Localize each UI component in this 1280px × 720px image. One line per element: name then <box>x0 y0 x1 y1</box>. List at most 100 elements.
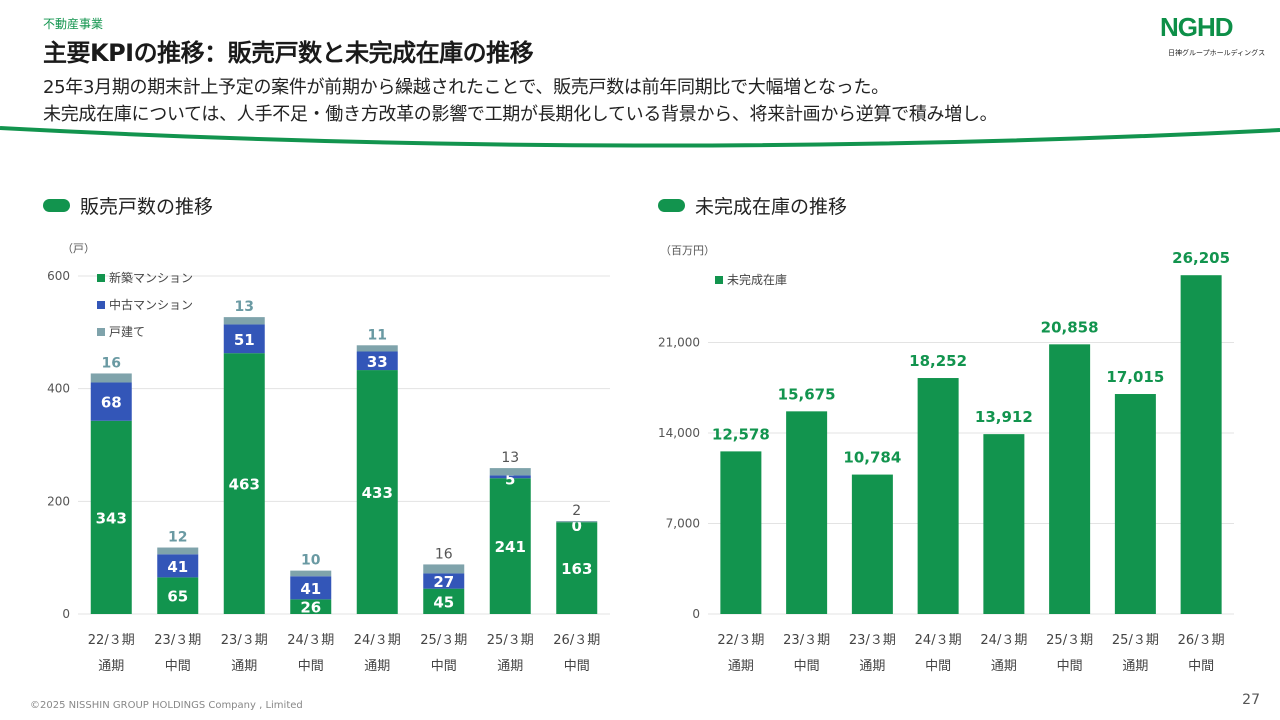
x-tick-label: 中間 <box>298 659 324 674</box>
bar-segment <box>223 324 265 354</box>
bar-segment <box>356 351 398 371</box>
bar <box>720 451 762 614</box>
subtitle-line-2: 未完成在庫については、人手不足・働き方改革の影響で工期が長期化している背景から、… <box>43 104 998 125</box>
x-tick-label: 24/３期 <box>915 633 962 648</box>
data-label: 463 <box>229 476 260 494</box>
x-tick-label: 通期 <box>98 659 124 674</box>
data-label: 13 <box>501 450 519 466</box>
data-label: 11 <box>368 327 387 343</box>
x-tick-label: 24/３期 <box>980 633 1027 648</box>
bar <box>1180 275 1222 614</box>
data-label: 51 <box>234 331 255 349</box>
x-tick-label: 中間 <box>1057 659 1083 674</box>
bar <box>1049 344 1091 614</box>
x-tick-label: 中間 <box>564 659 590 674</box>
bar-segment <box>290 599 332 614</box>
x-tick-label: 25/３期 <box>487 633 534 648</box>
page-title: 主要KPIの推移：販売戸数と未完成在庫の推移 <box>43 39 534 67</box>
data-label: 17,015 <box>1106 368 1164 386</box>
bar-segment <box>423 588 465 614</box>
x-tick-label: 通期 <box>991 659 1017 674</box>
y-tick-label: 0 <box>692 607 700 621</box>
data-label: 45 <box>433 593 454 611</box>
header-divider <box>0 126 1280 148</box>
legend-label: 新築マンション <box>109 270 193 285</box>
x-tick-label: 通期 <box>231 659 257 674</box>
data-label: 26 <box>300 599 321 617</box>
category-label: 不動産事業 <box>43 17 104 31</box>
bar-segment <box>356 345 398 352</box>
data-label: 10 <box>301 553 321 569</box>
data-label: 5 <box>505 470 515 488</box>
x-tick-label: 25/３期 <box>420 633 467 648</box>
data-label: 163 <box>561 560 592 578</box>
bar-segment <box>157 554 199 578</box>
x-tick-label: 中間 <box>431 659 457 674</box>
x-tick-label: 24/３期 <box>287 633 334 648</box>
bar <box>983 434 1025 614</box>
data-label: 16 <box>435 546 453 562</box>
y-tick-label: 7,000 <box>666 517 700 531</box>
x-tick-label: 通期 <box>1122 659 1148 674</box>
data-label: 68 <box>101 394 122 412</box>
x-tick-label: 中間 <box>165 659 191 674</box>
data-label: 12 <box>168 530 187 546</box>
data-label: 33 <box>367 353 388 371</box>
x-tick-label: 23/３期 <box>221 633 268 648</box>
x-tick-label: 中間 <box>794 659 820 674</box>
x-tick-label: 22/３期 <box>88 633 135 648</box>
sales-units-title-text: 販売戸数の推移 <box>80 196 214 218</box>
legend-label: 未完成在庫 <box>727 272 787 287</box>
logo-text: 日神グループホールディングス <box>1168 49 1266 57</box>
x-tick-label: 25/３期 <box>1046 633 1093 648</box>
x-tick-label: 通期 <box>497 659 523 674</box>
bar <box>786 411 828 614</box>
logo-mark: NGHD <box>1160 12 1234 42</box>
data-label: 0 <box>572 517 582 535</box>
data-label: 18,252 <box>909 352 967 370</box>
data-label: 65 <box>167 588 188 606</box>
data-label: 20,858 <box>1041 318 1099 336</box>
legend-swatch <box>97 274 105 282</box>
x-tick-label: 中間 <box>925 659 951 674</box>
bar-segment <box>157 577 199 614</box>
data-label: 27 <box>433 573 454 591</box>
data-label: 12,578 <box>712 425 770 443</box>
y-axis-unit: （百万円） <box>660 244 715 257</box>
data-label: 343 <box>96 509 127 527</box>
data-label: 433 <box>362 484 393 502</box>
copyright-footer: ©2025 NISSHIN GROUP HOLDINGS Company , L… <box>30 700 303 711</box>
bar-segment <box>157 547 199 555</box>
section-bullet-icon <box>658 199 685 212</box>
data-label: 16 <box>102 355 121 371</box>
data-label: 13 <box>235 299 254 315</box>
page-number: 27 <box>1242 692 1260 708</box>
x-tick-label: 23/３期 <box>783 633 830 648</box>
data-label: 41 <box>167 558 188 576</box>
y-tick-label: 400 <box>47 382 70 396</box>
bar-segment <box>489 468 531 476</box>
x-tick-label: 26/３期 <box>1178 633 1225 648</box>
bar <box>851 474 893 614</box>
bar-segment <box>423 564 465 574</box>
data-label: 2 <box>572 503 581 519</box>
data-label: 13,912 <box>975 408 1033 426</box>
bar-segment <box>356 370 398 614</box>
bar <box>1114 394 1156 614</box>
x-tick-label: 通期 <box>364 659 390 674</box>
bar-segment <box>556 522 598 614</box>
x-tick-label: 23/３期 <box>154 633 201 648</box>
data-label: 241 <box>495 538 526 556</box>
y-tick-label: 200 <box>47 494 70 508</box>
bar-segment <box>223 353 265 614</box>
data-label: 41 <box>300 580 321 598</box>
legend-swatch <box>97 301 105 309</box>
legend-label: 中古マンション <box>109 297 193 312</box>
bar-segment <box>556 521 598 523</box>
bar-segment <box>223 317 265 325</box>
bar-segment <box>489 475 531 479</box>
bar-segment <box>290 570 332 577</box>
bar-segment <box>90 373 132 383</box>
